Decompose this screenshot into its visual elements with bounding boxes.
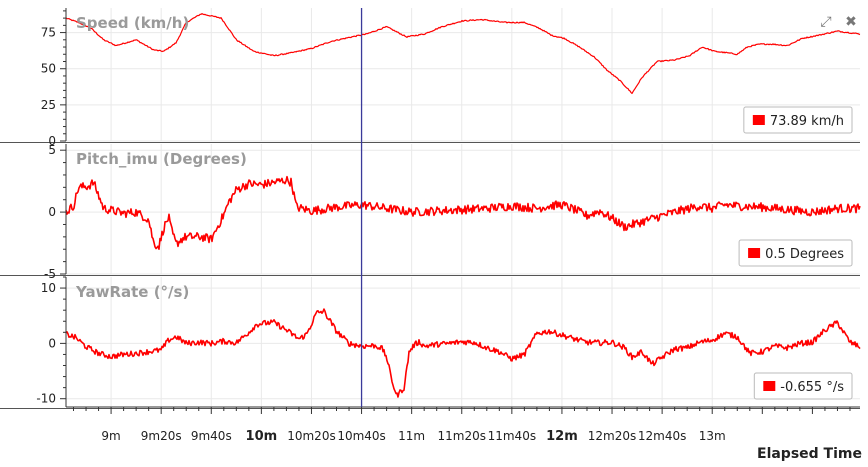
legend-swatch: [752, 115, 765, 125]
x-tick-label: 11m40s: [488, 429, 536, 443]
series-line-2: [65, 175, 861, 250]
axes-layer: [0, 8, 860, 409]
y-tick-label: -5: [44, 267, 56, 281]
y-tick-label: 75: [41, 26, 56, 40]
x-tick-label: 12m: [546, 429, 578, 444]
x-tick-label: 11m: [398, 429, 425, 443]
x-tick-label: 9m20s: [141, 429, 182, 443]
legend-swatch: [748, 248, 761, 258]
x-tick-label: 12m40s: [638, 429, 686, 443]
grid-layer: [66, 8, 860, 407]
readout-frame: [743, 106, 853, 134]
x-tick-label: 10m: [246, 429, 278, 444]
readout-frame: [753, 372, 853, 400]
x-tick-label: 10m20s: [287, 429, 335, 443]
plot-layer: [65, 13, 861, 398]
y-tick-label: 10: [41, 281, 56, 295]
y-tick-label: 5: [48, 143, 56, 157]
y-tick-label: 0: [48, 134, 56, 148]
panel-title-3: YawRate (°/s): [75, 283, 189, 301]
panel-controls: ⤢ ✖: [820, 14, 856, 30]
x-tick-label: 11m20s: [438, 429, 486, 443]
panel-title-2: Pitch_imu (Degrees): [76, 150, 247, 168]
series-line-3: [65, 308, 861, 398]
readout-box-1: 73.89 km/h: [743, 106, 853, 134]
readout-box-2: 0.5 Degrees: [738, 239, 853, 267]
readout-value-3: -0.655 °/s: [780, 380, 844, 395]
y-tick-label: 0: [48, 336, 56, 350]
readout-frame: [738, 239, 853, 267]
x-tick-label: 13m: [699, 429, 726, 443]
x-tick-label: 9m: [101, 429, 120, 443]
y-tick-label: 50: [41, 62, 56, 76]
y-tick-label: -10: [36, 392, 56, 406]
x-tick-label: 9m40s: [191, 429, 232, 443]
readout-value-2: 0.5 Degrees: [765, 247, 844, 262]
readout-value-1: 73.89 km/h: [770, 114, 844, 129]
x-axis: [66, 406, 860, 414]
x-axis-title: Elapsed Time: [757, 446, 862, 462]
x-tick-label: 10m40s: [337, 429, 385, 443]
legend-swatch: [763, 381, 776, 391]
y-tick-label: 25: [41, 98, 56, 112]
panel-title-1: Speed (km/h): [76, 14, 189, 32]
readout-box-3: -0.655 °/s: [753, 372, 853, 400]
y-tick-label: 0: [48, 205, 56, 219]
close-icon[interactable]: ✖: [845, 14, 857, 30]
x-tick-label: 12m20s: [588, 429, 636, 443]
series-line-1: [65, 13, 861, 95]
expand-icon[interactable]: ⤢: [820, 14, 831, 30]
